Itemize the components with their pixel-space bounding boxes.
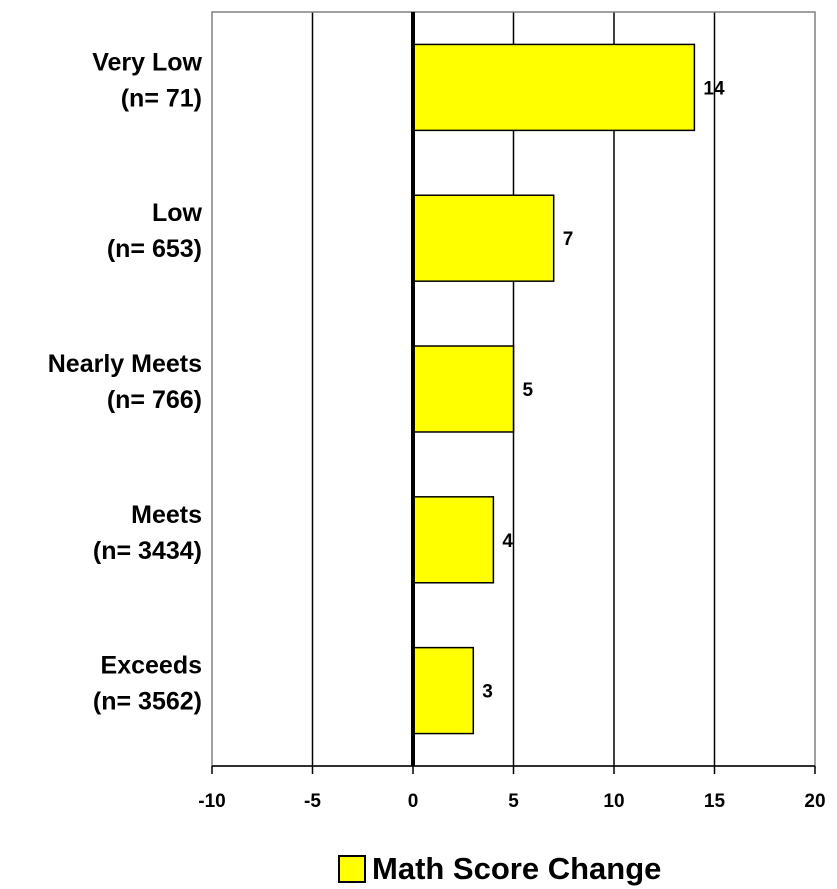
bar xyxy=(412,43,696,132)
category-label: Exceeds xyxy=(101,652,202,680)
x-tick-label: 0 xyxy=(408,791,419,812)
category-label: (n= 71) xyxy=(121,84,202,112)
category-label: Very Low xyxy=(92,48,202,76)
category-label: (n= 653) xyxy=(107,235,202,263)
data-label: 5 xyxy=(523,380,534,401)
data-label: 4 xyxy=(502,531,513,552)
bar xyxy=(412,496,495,584)
category-labels: Very Low (n= 71) Low (n= 653) Nearly Meets (n… xyxy=(48,48,203,715)
bar xyxy=(412,345,515,433)
data-labels: 14 7 5 4 3 xyxy=(482,78,725,702)
gridlines xyxy=(311,12,716,766)
category-label: Nearly Meets xyxy=(48,350,202,378)
bars xyxy=(412,43,696,735)
legend-label: Math Score Change xyxy=(372,851,661,886)
legend-swatch xyxy=(338,855,366,883)
legend: Math Score Change xyxy=(338,851,661,886)
x-tick-label: 10 xyxy=(603,791,624,812)
x-tick-label: -5 xyxy=(304,791,321,812)
x-tick-label: -10 xyxy=(198,791,225,812)
x-axis-ticks: -10 -5 0 5 10 15 20 xyxy=(198,766,826,812)
bar xyxy=(412,194,555,282)
category-label: Meets xyxy=(131,501,202,529)
x-tick-label: 5 xyxy=(508,791,519,812)
x-tick-label: 20 xyxy=(804,791,825,812)
category-label: Low xyxy=(152,199,203,227)
x-tick-label: 15 xyxy=(704,791,726,812)
data-label: 7 xyxy=(563,229,574,250)
category-label: (n= 766) xyxy=(107,386,202,414)
bar xyxy=(412,646,475,735)
category-label: (n= 3562) xyxy=(93,688,202,716)
data-label: 14 xyxy=(703,78,725,99)
category-label: (n= 3434) xyxy=(93,537,202,565)
data-label: 3 xyxy=(482,682,493,703)
